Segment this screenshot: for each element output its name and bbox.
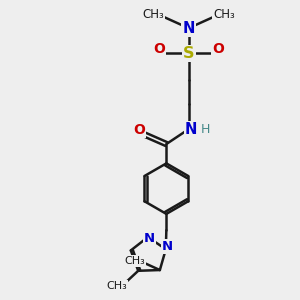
Text: N: N xyxy=(162,240,173,253)
Text: CH₃: CH₃ xyxy=(142,8,164,21)
Text: CH₃: CH₃ xyxy=(106,281,127,291)
Text: H: H xyxy=(201,123,211,136)
Text: S: S xyxy=(183,46,194,61)
Text: O: O xyxy=(133,123,145,137)
Text: CH₃: CH₃ xyxy=(213,8,235,21)
Text: O: O xyxy=(153,42,165,56)
Text: N: N xyxy=(144,232,155,245)
Text: N: N xyxy=(185,122,197,137)
Text: O: O xyxy=(212,42,224,56)
Text: CH₃: CH₃ xyxy=(125,256,146,266)
Text: N: N xyxy=(182,21,195,36)
